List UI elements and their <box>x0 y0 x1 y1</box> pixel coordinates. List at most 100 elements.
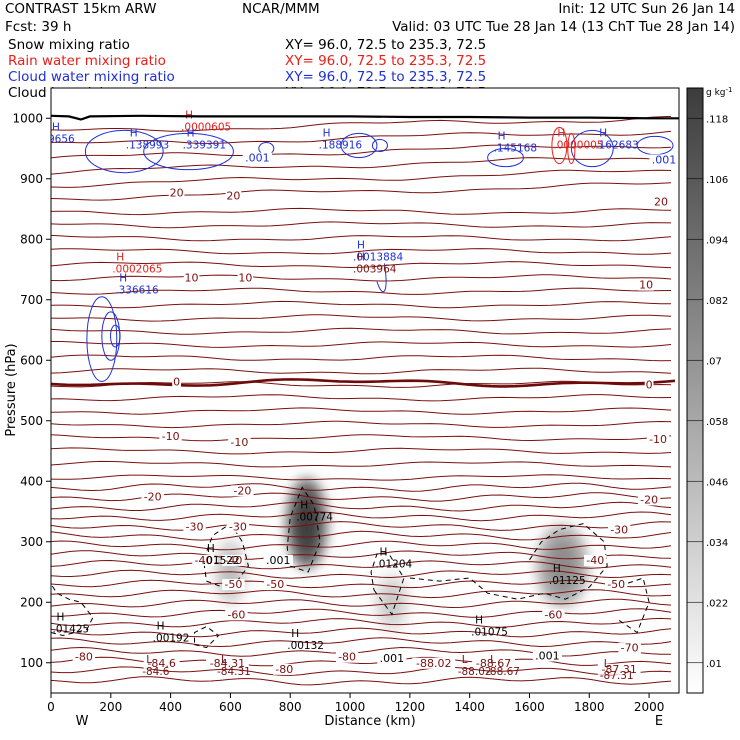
isotherm-label: -10 <box>649 433 667 446</box>
isotherm-label-bg <box>141 491 164 503</box>
isotherm-label-bg <box>225 609 248 621</box>
colorbar-tick-label: .118 <box>706 114 728 125</box>
isotherm-label-bg <box>172 376 181 388</box>
extremum-marker: L <box>221 654 227 666</box>
isotherm-label: 0 <box>173 375 180 388</box>
isotherm-label-bg <box>228 436 251 448</box>
isotherm-label: -10 <box>162 430 180 443</box>
extremum-value: .188916 <box>319 139 363 151</box>
isotherm-line <box>51 598 672 609</box>
rain-contour <box>551 126 568 165</box>
isotherm-line <box>51 367 672 375</box>
colorbar-tick-label: .094 <box>706 235 728 246</box>
isotherm-label: -80 <box>75 651 93 664</box>
extremum-value: -87.31 <box>600 670 634 682</box>
isotherm-label-bg <box>653 196 669 208</box>
isotherm-line <box>51 511 672 522</box>
isotherm-line <box>51 314 672 322</box>
extremum-value: .00192 <box>153 633 190 645</box>
extremum-marker: H <box>130 127 138 139</box>
extremum-value: .138993 <box>126 139 169 151</box>
extremum-marker: H <box>379 547 387 559</box>
isotherm-line <box>51 341 672 348</box>
isotherm-label-bg <box>143 657 180 669</box>
colorbar-tick-label: .046 <box>706 477 728 488</box>
extremum-value: .0000605 <box>181 121 231 133</box>
isotherm-label: -88.67 <box>476 657 511 670</box>
isotherm-line <box>51 274 672 282</box>
isotherm-label: 10 <box>185 271 199 284</box>
isotherm-line <box>51 637 672 648</box>
colorbar-unit: g kg-1 <box>706 86 732 98</box>
colorbar-unit-exp: -1 <box>726 86 733 94</box>
isotherm-line <box>51 300 671 309</box>
isotherm-label: -70 <box>621 642 639 655</box>
snow-contour <box>370 553 405 616</box>
isotherm-label: -87.31 <box>601 663 636 676</box>
isotherm-label-bg <box>264 579 287 591</box>
extremum-marker: H <box>357 252 365 264</box>
isotherm-line <box>51 666 672 676</box>
x-tick-label: 1400 <box>454 700 485 714</box>
x-left-end-label: W <box>76 714 89 729</box>
isotherm-label: -20 <box>233 484 251 497</box>
extremum-marker: H <box>557 127 565 139</box>
snow-label: .001 <box>535 649 560 662</box>
cloud-ice-core <box>381 582 403 622</box>
snow-label-bg <box>532 650 563 662</box>
colorbar-tick-label: .07 <box>706 356 722 367</box>
y-tick-label: 600 <box>20 353 43 367</box>
isotherm-label: -30 <box>186 521 204 534</box>
isotherm-line <box>51 521 672 531</box>
isotherm-label-bg <box>159 430 182 442</box>
isotherm-line <box>51 434 672 442</box>
isotherm-label: -50 <box>266 578 284 591</box>
isotherm-label: -30 <box>229 521 247 534</box>
y-tick-label: 700 <box>20 293 43 307</box>
extremum-value: -84.6 <box>142 666 169 678</box>
extremum-marker: H <box>52 121 60 133</box>
isotherm-line <box>51 540 672 551</box>
x-tick-label: 1000 <box>335 700 366 714</box>
isotherm-label: -40 <box>586 554 604 567</box>
isotherm-line <box>51 589 672 599</box>
isotherm-label-bg <box>183 272 200 284</box>
extremum-marker: H <box>498 131 506 143</box>
isotherm-line <box>51 130 672 144</box>
snow-contour <box>286 486 321 573</box>
isotherm-label: -40 <box>224 554 242 567</box>
isotherm-line <box>51 394 672 402</box>
axes: 0 200 400 600 800 1000 1200 1400 1600 1800 2000100… <box>12 111 664 714</box>
extremum-value: .01204 <box>375 559 412 571</box>
isotherm-label-bg <box>637 494 661 506</box>
snow-label: .001 <box>380 652 405 665</box>
snow-contour <box>51 583 94 637</box>
chart-header: CONTRAST 15km ARW NCAR/MMM Init: 12 UTC … <box>5 1 735 35</box>
header-init: Init: 12 UTC Sun 26 Jan 14 <box>558 1 735 17</box>
isotherm-label-bg <box>225 190 242 202</box>
header-model: CONTRAST 15km ARW <box>5 1 156 17</box>
extremum-value: -84.31 <box>217 666 251 678</box>
extremum-value: .336616 <box>115 285 159 297</box>
cloud-ice-core <box>295 494 319 553</box>
isotherm-label-bg <box>584 554 607 566</box>
rain-contours <box>551 126 576 165</box>
x-tick-label: 2000 <box>634 700 665 714</box>
cloud-water-contour <box>110 324 121 348</box>
extremum-value: .0000005 <box>553 139 603 151</box>
extremum-marker: H <box>599 127 607 139</box>
extremum-value: .00774 <box>296 512 333 524</box>
x-tick-label: 0 <box>47 700 55 714</box>
isotherm-label: -60 <box>544 608 562 621</box>
isotherm-label-bg <box>646 433 670 445</box>
isotherm-label-bg <box>206 657 249 669</box>
extremum-value: .145168 <box>494 143 537 155</box>
cloud-ice-core <box>547 539 578 593</box>
field-name-1: Rain water mixing ratio <box>8 53 166 69</box>
isotherm-line <box>51 248 672 255</box>
header-org: NCAR/MMM <box>242 1 320 17</box>
isotherm-label: -84.6 <box>147 657 175 670</box>
extremum-marker: H <box>553 563 561 575</box>
isotherm-line <box>51 327 672 335</box>
isotherm-label-bg <box>222 554 245 566</box>
